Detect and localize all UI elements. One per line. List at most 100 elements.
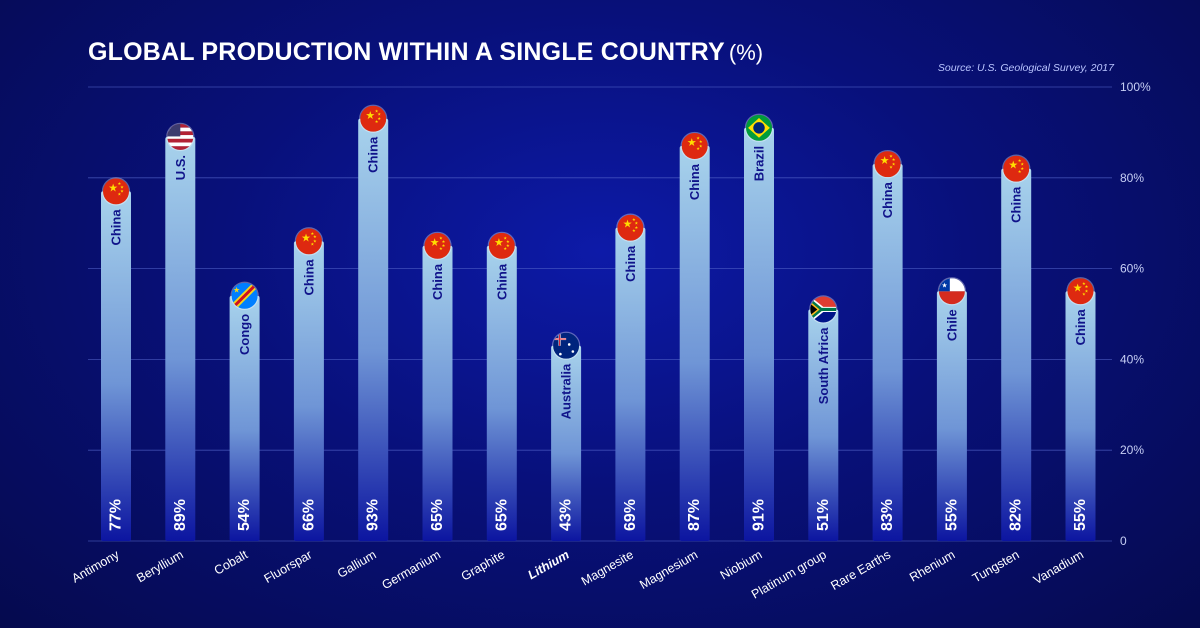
country-label: Congo bbox=[237, 314, 252, 355]
svg-text:★: ★ bbox=[892, 161, 896, 166]
category-label: Fluorspar bbox=[262, 547, 315, 586]
bar-group: 93% China ★ ★★★★ Gallium bbox=[335, 104, 389, 581]
svg-text:★: ★ bbox=[377, 116, 381, 121]
category-label: Lithium bbox=[526, 547, 572, 582]
bar-group: 65% China ★ ★★★★ Graphite bbox=[459, 231, 517, 584]
country-label: China bbox=[301, 259, 316, 296]
svg-text:★: ★ bbox=[442, 243, 446, 248]
us-flag-icon bbox=[166, 122, 195, 152]
bar-group: 83%China★ ★★★★Rare Earths bbox=[828, 149, 903, 593]
svg-text:★: ★ bbox=[1008, 159, 1018, 172]
china-flag-icon: ★ ★★★★ bbox=[487, 231, 516, 261]
bar bbox=[293, 241, 324, 542]
value-label: 65% bbox=[429, 499, 446, 531]
svg-text:★: ★ bbox=[699, 143, 703, 148]
svg-text:★: ★ bbox=[118, 192, 122, 197]
congo-flag-icon: ★ bbox=[230, 281, 259, 311]
svg-text:★: ★ bbox=[313, 239, 317, 244]
svg-text:★: ★ bbox=[120, 189, 124, 194]
australia-flag-icon bbox=[551, 331, 581, 360]
y-tick-label: 80% bbox=[1120, 171, 1144, 185]
svg-text:★: ★ bbox=[889, 164, 893, 169]
bar bbox=[165, 136, 196, 541]
svg-text:★: ★ bbox=[892, 157, 896, 162]
category-label: Gallium bbox=[335, 547, 379, 580]
y-tick-label: 0 bbox=[1120, 534, 1127, 548]
svg-text:★: ★ bbox=[506, 243, 510, 248]
china-flag-icon: ★ ★★★★ bbox=[680, 131, 709, 161]
value-label: 54% bbox=[236, 499, 253, 531]
value-label: 55% bbox=[1072, 499, 1089, 531]
china-flag-icon: ★ ★★★★ bbox=[101, 177, 131, 206]
bar bbox=[1001, 168, 1032, 541]
bar bbox=[101, 191, 131, 542]
bar bbox=[615, 227, 646, 542]
svg-text:★: ★ bbox=[439, 246, 443, 251]
svg-text:★: ★ bbox=[1020, 162, 1024, 167]
country-label: Chile bbox=[944, 309, 959, 341]
bar bbox=[1065, 291, 1096, 541]
svg-text:★: ★ bbox=[1085, 284, 1089, 289]
bar-group: 69% China ★ ★★★★ Magnesite bbox=[579, 213, 646, 588]
bar bbox=[936, 291, 967, 541]
bar-group: 55% Chile ★ Rhenium bbox=[907, 277, 967, 585]
country-label: China bbox=[623, 245, 638, 282]
svg-text:★: ★ bbox=[942, 282, 948, 290]
bar-group: 77% China ★ ★★★★ Antimony bbox=[69, 177, 131, 586]
bar-group: 43% Australia Lithium bbox=[526, 331, 582, 582]
country-label: China bbox=[109, 209, 124, 246]
chart-title: GLOBAL PRODUCTION WITHIN A SINGLE COUNTR… bbox=[88, 38, 763, 67]
svg-text:★: ★ bbox=[1020, 166, 1024, 171]
category-label: Beryllium bbox=[134, 547, 186, 585]
title-text: GLOBAL PRODUCTION WITHIN A SINGLE COUNTR… bbox=[88, 38, 725, 66]
country-label: China bbox=[1009, 186, 1024, 223]
svg-text:★: ★ bbox=[687, 136, 697, 149]
svg-text:★: ★ bbox=[494, 236, 504, 249]
country-label: China bbox=[687, 163, 702, 200]
country-label: China bbox=[494, 263, 509, 300]
value-label: 83% bbox=[879, 499, 896, 531]
svg-text:★: ★ bbox=[430, 236, 440, 249]
country-label: China bbox=[880, 181, 895, 218]
svg-text:★: ★ bbox=[632, 217, 636, 222]
value-label: 93% bbox=[365, 499, 382, 531]
svg-text:★: ★ bbox=[623, 218, 633, 231]
svg-text:★: ★ bbox=[503, 235, 507, 240]
bar-group: 66% China ★ ★★★★ Fluorspar bbox=[262, 227, 324, 586]
svg-text:★: ★ bbox=[699, 139, 703, 144]
bar-group: 89% U.S. Beryllium bbox=[134, 122, 196, 585]
svg-text:★: ★ bbox=[365, 109, 375, 122]
svg-text:★: ★ bbox=[632, 228, 636, 233]
category-label: Rare Earths bbox=[828, 547, 893, 592]
title-unit: (%) bbox=[728, 40, 764, 65]
country-label: U.S. bbox=[173, 155, 188, 180]
svg-text:★: ★ bbox=[120, 184, 124, 189]
country-label: China bbox=[366, 136, 381, 173]
svg-text:★: ★ bbox=[301, 231, 311, 244]
y-tick-label: 20% bbox=[1120, 443, 1144, 457]
svg-text:★: ★ bbox=[696, 146, 700, 151]
svg-text:★: ★ bbox=[696, 136, 700, 141]
bar bbox=[229, 295, 260, 541]
bar bbox=[551, 345, 582, 541]
svg-text:★: ★ bbox=[118, 181, 122, 186]
category-label: Magnesite bbox=[579, 547, 636, 588]
category-label: Graphite bbox=[459, 547, 508, 583]
chile-flag-icon: ★ bbox=[937, 277, 967, 306]
value-label: 91% bbox=[751, 499, 768, 531]
category-label: Tungsten bbox=[970, 547, 1022, 585]
svg-text:★: ★ bbox=[233, 286, 240, 295]
svg-text:★: ★ bbox=[635, 225, 639, 230]
svg-text:★: ★ bbox=[506, 239, 510, 244]
bar bbox=[872, 164, 903, 541]
bar bbox=[679, 146, 710, 541]
bar-group: 87%China★ ★★★★Magnesium bbox=[637, 131, 710, 592]
y-tick-label: 60% bbox=[1120, 262, 1144, 276]
svg-text:★: ★ bbox=[1018, 158, 1022, 163]
bar-group: 82% China ★ ★★★★ Tungsten bbox=[970, 154, 1032, 585]
svg-text:★: ★ bbox=[375, 108, 379, 113]
svg-text:★: ★ bbox=[1073, 281, 1083, 294]
category-label: Germanium bbox=[379, 547, 443, 592]
value-label: 43% bbox=[558, 499, 575, 531]
bar bbox=[358, 118, 389, 541]
